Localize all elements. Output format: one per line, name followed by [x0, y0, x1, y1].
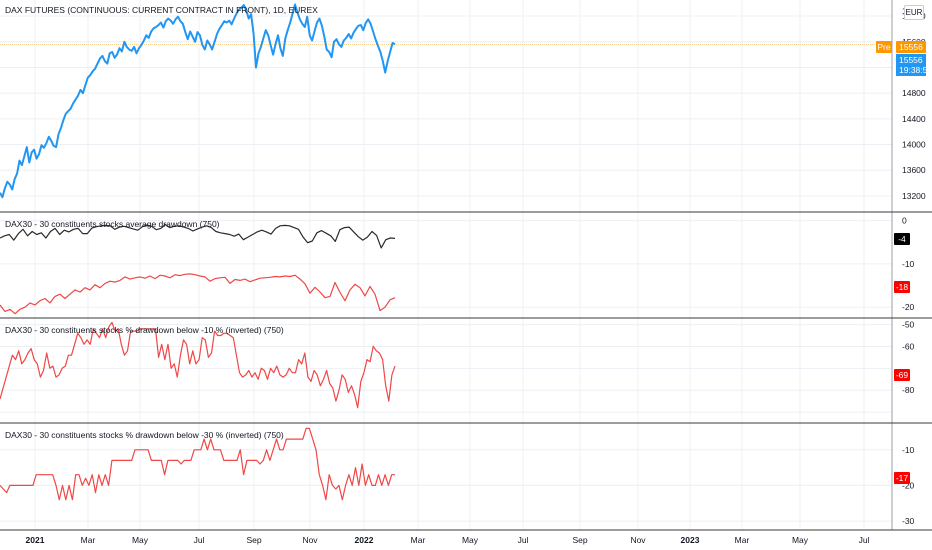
last-price-text: 15556	[899, 55, 923, 65]
y-tick-label: -10	[902, 445, 915, 455]
last-price-badge-bg	[896, 54, 926, 76]
drawdown-30-badge-text: -17	[896, 473, 909, 483]
x-tick-label: Jul	[859, 535, 870, 545]
y-tick-label: 14400	[902, 114, 926, 124]
x-tick-label: Mar	[411, 535, 426, 545]
drawdown-10-badge-text: -69	[896, 370, 909, 380]
x-tick-label: May	[792, 535, 809, 545]
pre-label-badge-text: Pre	[877, 42, 891, 52]
avg-drawdown-black-badge-bg	[894, 233, 910, 245]
y-tick-label: -20	[902, 480, 915, 490]
drawdown-10-line	[0, 321, 396, 409]
drawdown-10-badge: -69	[894, 369, 910, 381]
countdown-text: 19:38:50	[899, 65, 932, 75]
drawdown-10-badge-bg	[894, 369, 910, 381]
avg-drawdown-red-badge-text: -18	[896, 282, 909, 292]
x-tick-label: Sep	[246, 535, 261, 545]
pre-label-badge: Pre	[876, 41, 892, 53]
x-tick-label: Mar	[81, 535, 96, 545]
pre-price-badge-bg	[896, 41, 926, 53]
y-tick-label: -30	[902, 516, 915, 526]
currency-button[interactable]: EUR	[904, 5, 924, 20]
avg-drawdown-red-badge-bg	[894, 281, 910, 293]
y-tick-label: -60	[902, 341, 915, 351]
x-tick-label: 2023	[681, 535, 700, 545]
pane3-title: DAX30 - 30 constituents stocks % drawdow…	[5, 325, 284, 335]
avg-drawdown-black-badge-text: -4	[898, 234, 906, 244]
drawdown-30-badge-bg	[894, 472, 910, 484]
gridlines	[0, 0, 892, 530]
pane-dividers	[0, 0, 932, 531]
y-tick-label: -80	[902, 385, 915, 395]
drawdown-30-line	[0, 427, 395, 501]
x-tick-label: 2022	[355, 535, 374, 545]
pane2-title: DAX30 - 30 constituents stocks average d…	[5, 219, 220, 229]
y-tick-label: -50	[902, 320, 915, 330]
price-line	[0, 3, 396, 199]
drawdown-30-badge: -17	[894, 472, 910, 484]
pre-price-badge: 15556	[896, 41, 926, 53]
pane1-title: DAX FUTURES (CONTINUOUS: CURRENT CONTRAC…	[5, 5, 318, 15]
y-tick-label: 14800	[902, 88, 926, 98]
y-tick-label: -20	[902, 302, 915, 312]
x-tick-label: 2021	[26, 535, 45, 545]
avg-drawdown-line-black	[0, 223, 396, 249]
y-tick-label: 13200	[902, 191, 926, 201]
x-tick-label: May	[132, 535, 149, 545]
y-tick-label: 13600	[902, 165, 926, 175]
x-tick-label: Sep	[572, 535, 587, 545]
y-tick-label: 0	[902, 216, 907, 226]
avg-drawdown-line-red	[0, 273, 396, 315]
x-tick-label: Mar	[735, 535, 750, 545]
pre-price-badge-text: 15556	[899, 42, 923, 52]
avg-drawdown-red-badge: -18	[894, 281, 910, 293]
pre-label-badge-bg	[876, 41, 892, 53]
series-lines	[0, 3, 396, 501]
x-tick-label: Jul	[518, 535, 529, 545]
avg-drawdown-black-badge: -4	[894, 233, 910, 245]
x-tick-label: Nov	[630, 535, 646, 545]
x-tick-label: May	[462, 535, 479, 545]
y-tick-label: 14000	[902, 140, 926, 150]
pane4-title: DAX30 - 30 constituents stocks % drawdow…	[5, 430, 284, 440]
x-tick-label: Nov	[302, 535, 318, 545]
x-tick-label: Jul	[194, 535, 205, 545]
y-tick-label: -10	[902, 259, 915, 269]
